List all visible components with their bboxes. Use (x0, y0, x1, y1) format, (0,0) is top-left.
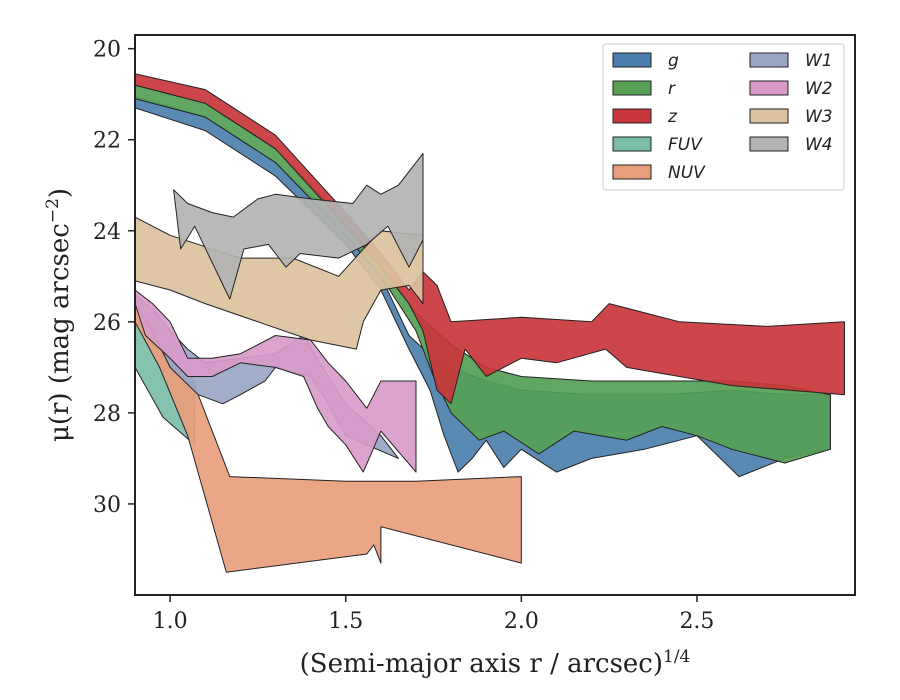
y-axis-label-exponent: −2 (43, 198, 63, 223)
x-tick-label: 1.0 (153, 609, 188, 634)
legend-label-w2: W2 (805, 79, 833, 99)
y-tick-label: 24 (93, 220, 121, 245)
legend-label-fuv: FUV (668, 135, 703, 155)
legend-swatch-r (612, 80, 652, 96)
legend-swatch-w3 (749, 108, 789, 124)
band-nuv (135, 303, 522, 573)
band-w4 (173, 152, 424, 300)
legend-label-z: z (667, 107, 678, 127)
y-tick-label: 26 (93, 311, 121, 336)
x-axis: 1.0 1.5 2.0 2.5 (153, 595, 714, 634)
x-tick-label: 2.5 (679, 609, 714, 634)
legend-swatch-w1 (749, 52, 789, 68)
legend-label-r: r (668, 79, 676, 99)
legend-swatch-w4 (749, 136, 789, 152)
x-axis-label-exponent: 1/4 (663, 647, 690, 667)
legend-swatch-fuv (612, 136, 652, 152)
series-bands (135, 73, 845, 573)
legend-swatch-z (612, 108, 652, 124)
legend: grz FUV NUV W1 W2 W3 W4 (602, 43, 845, 191)
legend-label-w1: W1 (805, 51, 833, 71)
x-tick-label: 1.5 (328, 609, 363, 634)
band-w2 (135, 289, 417, 473)
legend-swatch-g (612, 52, 652, 68)
y-tick-label: 22 (93, 129, 121, 154)
y-tick-label: 20 (93, 38, 121, 63)
legend-label-nuv: NUV (668, 163, 706, 183)
y-tick-label: 30 (93, 493, 121, 518)
y-axis-label-tail: ) (45, 188, 75, 198)
y-axis: 20 22 24 26 28 30 (93, 38, 135, 518)
y-axis-label: μ(r) (mag arcsec−2) (43, 188, 75, 442)
legend-swatch-nuv (612, 164, 652, 180)
legend-label-w3: W3 (805, 107, 833, 127)
legend-label-w4: W4 (805, 135, 833, 155)
plot-frame (134, 34, 856, 596)
x-axis-label: (Semi-major axis r / arcsec)1/4 (300, 647, 691, 679)
y-tick-label: 28 (93, 402, 121, 427)
x-tick-label: 2.0 (504, 609, 539, 634)
legend-swatch-w2 (749, 80, 789, 96)
legend-label-g: g (668, 51, 679, 71)
